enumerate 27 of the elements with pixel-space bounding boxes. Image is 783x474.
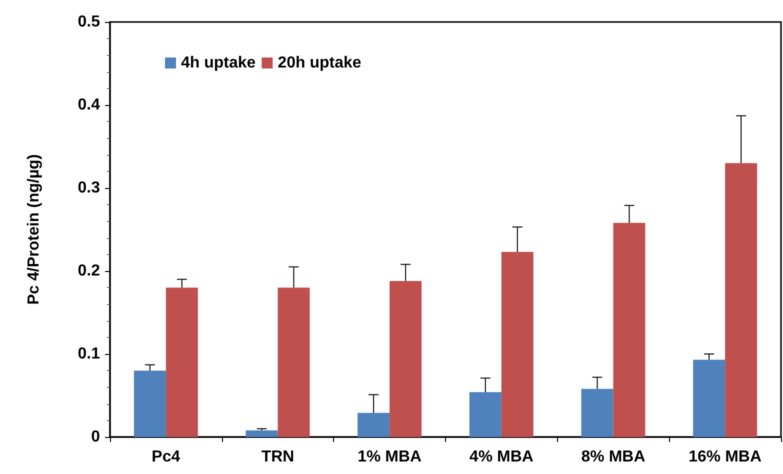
y-tick-label: 0 [91, 428, 100, 446]
y-tick-label: 0.3 [78, 180, 100, 196]
bar [390, 280, 422, 437]
y-tick-label: 0.2 [78, 262, 100, 280]
y-tick-label: 0.1 [78, 346, 100, 362]
x-tick-label: TRN [261, 448, 294, 466]
bar [246, 430, 278, 437]
y-tick-label: 0.4 [78, 96, 100, 114]
bar [725, 163, 758, 437]
bar [166, 288, 198, 437]
x-tick-label: Pc4 [152, 448, 180, 466]
bar [278, 288, 310, 437]
bar [501, 252, 534, 437]
bar [693, 360, 726, 437]
x-tick-label: 8% MBA [581, 448, 646, 466]
y-tick-label: 0.5 [78, 14, 100, 30]
legend-label: 20h uptake [278, 54, 362, 72]
bar [613, 222, 646, 437]
bar [358, 412, 390, 437]
bar [581, 388, 614, 437]
bar [469, 392, 502, 437]
y-axis-title: Pc 4/Protein (ng/µg) [26, 154, 42, 305]
x-tick-label: 16% MBA [688, 448, 762, 466]
x-tick-label: 1% MBA [358, 448, 422, 466]
legend-label: 4h uptake [181, 54, 256, 72]
x-tick-label: 4% MBA [469, 448, 534, 466]
bar [134, 370, 166, 437]
